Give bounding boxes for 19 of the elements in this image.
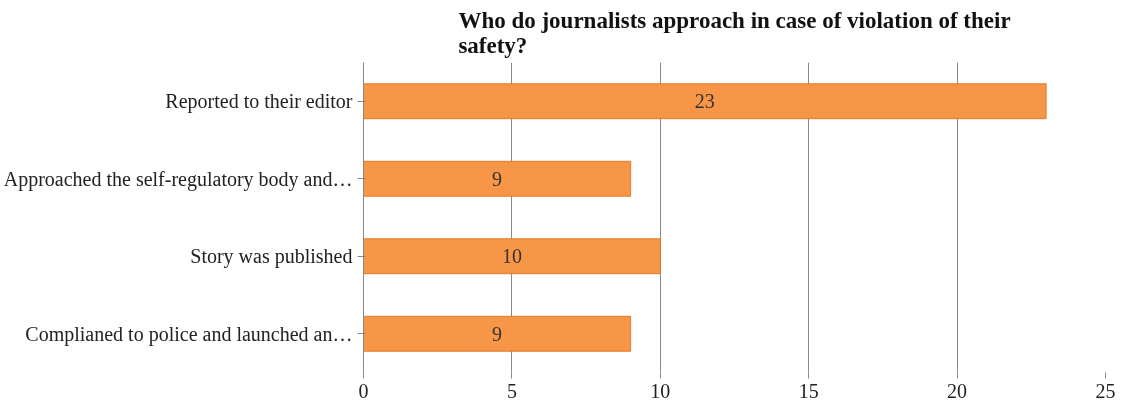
- x-tick-label: 10: [650, 379, 671, 402]
- bar: [363, 83, 1047, 120]
- x-tick-label: 15: [798, 379, 819, 402]
- data-label: 9: [492, 322, 503, 345]
- bar: [363, 315, 632, 352]
- chart-title: Who do journalists approach in case of violation of their safety?: [458, 7, 1011, 58]
- bar: [363, 160, 632, 197]
- y-tick-label: Complianed to police and launched an…: [25, 322, 353, 346]
- data-label: 23: [694, 90, 715, 113]
- data-label: 10: [501, 245, 522, 268]
- y-tick-label: Reported to their editor: [165, 90, 353, 114]
- x-tick-label: 5: [506, 379, 517, 402]
- x-tick-label: 20: [947, 379, 968, 402]
- y-tick-label: Story was published: [190, 245, 353, 269]
- x-tick-label: 25: [1095, 379, 1116, 402]
- y-tick-label: Approached the self-regulatory body and…: [3, 167, 353, 191]
- x-tick-label: 0: [358, 379, 369, 402]
- data-label: 9: [492, 167, 503, 190]
- bar: [363, 238, 661, 275]
